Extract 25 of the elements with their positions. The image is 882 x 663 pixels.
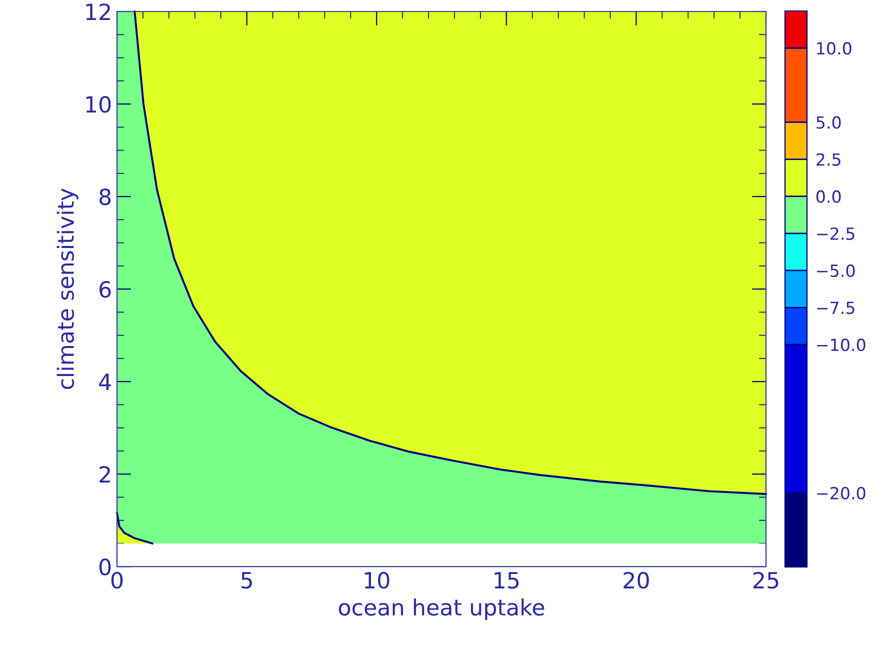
x-tick-label: 10 xyxy=(364,572,390,589)
color-bar-label: −10.0 xyxy=(817,338,866,352)
y-tick-label: 0 xyxy=(99,558,111,576)
color-bar-label: −2.5 xyxy=(817,227,854,240)
x-tick-label: 15 xyxy=(494,572,519,589)
y-tick-label: 4 xyxy=(99,374,111,390)
color-bar-label: −7.5 xyxy=(817,302,854,314)
x-tick-label: 0 xyxy=(111,572,123,589)
y-axis-title: climate sensitivity xyxy=(56,188,78,390)
color-bar-label: 0.0 xyxy=(816,190,841,203)
y-tick-label: 6 xyxy=(100,281,111,298)
x-axis-title: ocean heat uptake xyxy=(338,598,544,620)
color-bar-label: 2.5 xyxy=(816,153,840,166)
color-bar-label: 5.0 xyxy=(816,116,841,129)
x-tick-label: 20 xyxy=(624,572,649,589)
x-tick-label: 25 xyxy=(753,572,778,589)
y-tick-label: 12 xyxy=(86,3,110,20)
y-tick-label: 10 xyxy=(86,96,111,113)
color-bar-label: −20.0 xyxy=(817,486,866,500)
y-tick-label: 8 xyxy=(100,188,111,206)
color-bar-label: −5.0 xyxy=(817,264,855,278)
x-tick-label: 5 xyxy=(241,572,252,589)
y-tick-label: 2 xyxy=(100,466,110,483)
line-series xyxy=(116,512,154,544)
color-bar-label: 10.0 xyxy=(817,42,852,55)
